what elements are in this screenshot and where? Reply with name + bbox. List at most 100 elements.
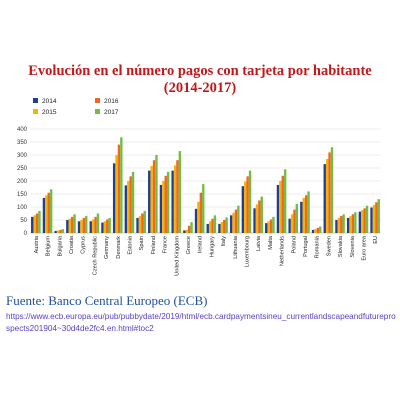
x-tick-label: Netherlands [280,236,286,266]
bar-2016-13 [187,225,191,233]
bar-2017-1 [49,189,53,233]
x-tick-label: Czech Republic [92,236,98,275]
bar-2016-0 [35,213,39,233]
bar-2017-12 [178,151,182,233]
legend-label-2016: 2016 [104,98,119,105]
bar-2015-4 [80,220,83,233]
bar-2017-20 [272,216,275,233]
x-tick-label: Spain [139,236,145,250]
bar-2016-23 [304,195,308,233]
bar-2014-17 [229,215,233,233]
bar-2016-6 [106,219,109,233]
bar-2015-6 [103,221,107,233]
x-tick-label: Portugal [303,236,309,257]
bar-2015-28 [361,210,364,233]
chart-title-line2: (2014-2017) [163,80,237,96]
bar-chart: 0 50 100 150 200 250 300 350 400 Austria Belgium Bu… [17,98,381,276]
bar-2014-28 [358,211,362,233]
x-tick-label: Cyprus [81,236,87,254]
bar-2017-19 [260,196,263,233]
x-tick-label: Hungary [209,236,215,257]
bar-2016-25 [328,152,331,233]
bar-2015-19 [255,204,259,233]
bar-2016-26 [340,216,343,233]
legend-label-2017: 2017 [104,109,119,116]
bar-2016-4 [82,217,86,233]
legend-label-2014: 2014 [42,98,57,105]
bar-2015-26 [337,217,341,233]
bar-2017-9 [143,210,146,233]
y-tick-label: 50 [20,218,27,224]
x-tick-label: Italy [221,236,227,246]
x-tick-label: Austria [34,235,40,253]
bar-2016-21 [281,175,284,233]
bar-2017-7 [120,137,123,233]
x-tick-label: Belgium [46,236,52,257]
bar-2016-12 [176,160,179,233]
bar-2017-26 [342,214,345,233]
bar-2015-8 [127,181,130,233]
bar-2015-11 [162,181,165,233]
bar-2014-3 [66,220,69,233]
bar-2017-13 [190,222,193,233]
bar-2014-13 [183,230,186,233]
x-tick-label: Estonia [127,235,133,255]
bar-2016-28 [363,208,366,233]
x-tick-label: Luxembourg [244,236,250,267]
legend-swatch-2015 [33,109,38,114]
bar-2016-24 [316,227,320,233]
bar-2014-8 [124,185,128,233]
bar-2015-15 [208,221,212,233]
bar-2015-7 [115,155,118,233]
bar-2016-11 [164,175,167,233]
source-note: Fuente: Banco Central Europeo (ECB) [6,293,208,308]
x-tick-label: EU [373,236,379,244]
x-tick-label: Euro area [361,235,367,260]
bar-2015-2 [56,230,60,233]
y-tick-label: 100 [17,205,28,211]
bar-2014-29 [370,207,373,233]
bar-2014-14 [194,208,198,233]
bar-2016-16 [223,220,226,233]
bar-2016-1 [47,192,50,233]
bar-2017-23 [307,191,310,233]
bar-2017-25 [330,147,334,233]
x-tick-label: Slovenia [350,235,356,257]
x-tick-label: France [163,236,169,253]
bar-2017-28 [365,205,369,233]
bar-2017-15 [213,215,217,233]
bar-2014-0 [31,216,34,233]
bar-2014-22 [288,218,291,233]
legend-label-2015: 2015 [42,109,57,116]
x-tick-label: Poland [291,236,297,253]
bar-2016-5 [94,216,97,233]
bar-2015-0 [33,215,36,233]
bar-2017-5 [96,213,100,233]
bar-2016-17 [234,209,238,233]
x-tick-label: Bulgaria [57,235,63,256]
bar-2016-27 [351,214,355,233]
x-tick-label: Croatia [69,235,75,254]
y-tick-label: 0 [24,231,28,237]
bar-2014-27 [346,217,350,233]
y-tick-label: 400 [17,127,28,133]
bar-2016-20 [269,219,273,233]
y-tick-label: 350 [17,140,28,146]
bar-2017-16 [225,217,228,233]
bar-2017-8 [131,171,135,233]
bar-2014-5 [89,221,92,233]
bar-2017-10 [155,155,158,233]
source-url[interactable]: https://www.ecb.europa.eu/pub/pubbydate/… [6,312,396,333]
bar-2014-25 [323,164,326,233]
bar-2016-3 [70,216,74,233]
bar-2017-18 [248,170,252,233]
bar-2014-4 [77,221,81,233]
bar-2014-26 [335,220,338,233]
x-tick-label: Lithuania [233,235,239,259]
bar-2017-27 [354,212,357,233]
bar-2015-25 [325,158,329,233]
bar-2017-22 [295,203,299,233]
bar-2017-2 [61,229,65,233]
x-tick-label: Sweden [326,236,332,256]
bar-2015-23 [302,197,305,233]
